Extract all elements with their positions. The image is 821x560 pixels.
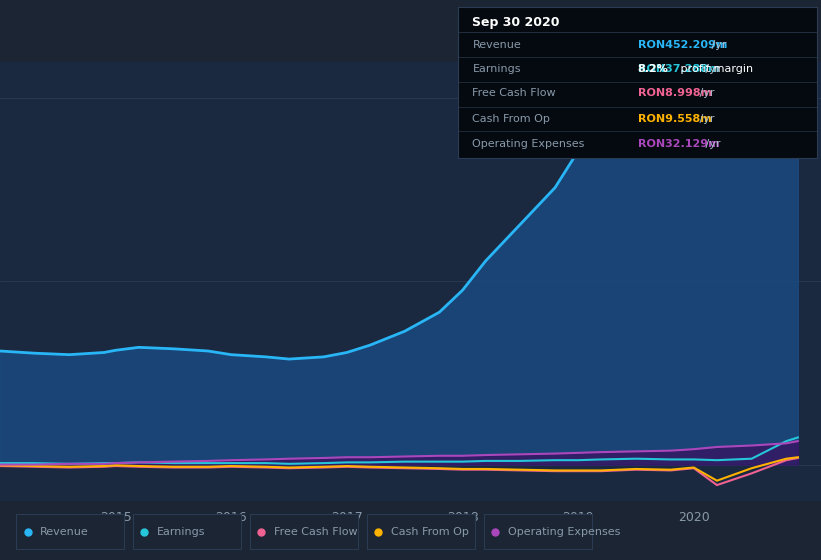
Text: /yr: /yr <box>696 114 714 124</box>
FancyBboxPatch shape <box>484 515 592 549</box>
Text: Cash From Op: Cash From Op <box>391 526 469 536</box>
Text: Cash From Op: Cash From Op <box>472 114 550 124</box>
Text: RON8.998m: RON8.998m <box>638 88 712 98</box>
Text: RON452.209m: RON452.209m <box>638 40 727 49</box>
Text: Revenue: Revenue <box>472 40 521 49</box>
FancyBboxPatch shape <box>368 515 475 549</box>
Text: Sep 30 2020: Sep 30 2020 <box>472 16 560 29</box>
Text: Operating Expenses: Operating Expenses <box>472 139 585 150</box>
Text: Free Cash Flow: Free Cash Flow <box>472 88 556 98</box>
Text: RON37.288m: RON37.288m <box>638 64 719 74</box>
Text: Operating Expenses: Operating Expenses <box>507 526 620 536</box>
Text: Earnings: Earnings <box>157 526 205 536</box>
Text: Earnings: Earnings <box>472 64 521 74</box>
Text: 8.2%: 8.2% <box>638 64 668 74</box>
Text: Free Cash Flow: Free Cash Flow <box>274 526 357 536</box>
Text: /yr: /yr <box>702 64 721 74</box>
Text: RON9.558m: RON9.558m <box>638 114 711 124</box>
Text: Revenue: Revenue <box>39 526 89 536</box>
FancyBboxPatch shape <box>16 515 124 549</box>
Text: /yr: /yr <box>696 88 714 98</box>
Text: profit margin: profit margin <box>677 64 753 74</box>
Text: RON32.129m: RON32.129m <box>638 139 719 150</box>
FancyBboxPatch shape <box>250 515 358 549</box>
Text: /yr: /yr <box>702 139 721 150</box>
Text: /yr: /yr <box>709 40 727 49</box>
FancyBboxPatch shape <box>133 515 241 549</box>
